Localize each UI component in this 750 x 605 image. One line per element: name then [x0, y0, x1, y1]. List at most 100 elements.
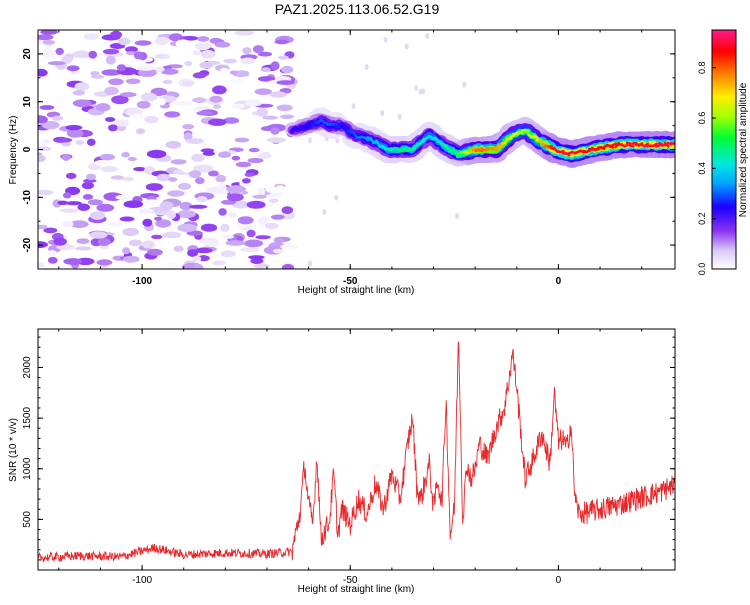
sparse-blob — [398, 114, 402, 120]
signal-ridge-segment — [633, 143, 636, 144]
noise-blob — [173, 246, 183, 252]
sparse-blob — [322, 209, 326, 215]
noise-blob — [230, 78, 244, 83]
noise-blob — [234, 30, 254, 35]
noise-blob — [40, 105, 55, 110]
noise-blob — [84, 33, 100, 40]
noise-blob — [129, 240, 143, 247]
noise-blob — [77, 238, 90, 244]
noise-blob — [201, 224, 217, 232]
snr-x-axis-label: Height of straight line (km) — [298, 584, 415, 595]
spectrogram-y-tick-label: 20 — [22, 48, 33, 60]
noise-blob — [52, 116, 63, 121]
colorbar-tick-label: 0.6 — [697, 112, 707, 125]
noise-blob — [63, 258, 82, 265]
noise-blob — [252, 195, 267, 199]
noise-blob — [108, 124, 118, 131]
noise-blob — [196, 111, 212, 116]
noise-blob — [48, 250, 57, 256]
noise-blob — [137, 101, 151, 109]
noise-blob — [60, 208, 78, 212]
noise-blob — [186, 138, 204, 144]
noise-blob — [282, 264, 294, 271]
noise-blob — [58, 138, 72, 143]
noise-blob — [255, 88, 272, 95]
noise-blob — [259, 152, 272, 159]
sparse-blob — [380, 110, 384, 116]
signal-ridge-segment — [624, 145, 627, 146]
spectrogram-y-tick-label: -10 — [22, 190, 33, 205]
noise-blob — [48, 61, 66, 65]
signal-ridge-segment — [613, 144, 616, 146]
noise-blob — [240, 247, 259, 252]
noise-blob — [82, 182, 94, 190]
noise-blob — [122, 228, 139, 236]
noise-blob — [271, 61, 280, 70]
noise-blob — [35, 69, 48, 77]
noise-blob — [220, 68, 229, 76]
snr-y-tick-label: 1500 — [22, 407, 33, 430]
noise-blob — [105, 117, 115, 122]
noise-blob — [177, 224, 197, 232]
sparse-blob — [414, 85, 418, 91]
noise-blob — [48, 257, 58, 264]
noise-blob — [63, 192, 71, 198]
noise-blob — [143, 199, 160, 204]
noise-blob — [244, 173, 254, 177]
noise-blob — [62, 221, 73, 228]
noise-blob — [247, 230, 256, 237]
noise-blob — [106, 56, 116, 65]
snr-y-tick-label: 500 — [22, 511, 33, 528]
noise-blob — [208, 119, 227, 126]
noise-blob — [271, 215, 285, 220]
signal-ridge-segment — [400, 150, 403, 151]
noise-blob — [218, 183, 226, 192]
noise-blob — [168, 177, 177, 182]
noise-blob — [184, 61, 192, 66]
noise-blob — [182, 124, 194, 129]
noise-blob — [144, 116, 159, 123]
noise-blob — [223, 235, 234, 239]
noise-blob — [231, 104, 245, 109]
noise-blob — [192, 97, 207, 102]
noise-blob — [277, 105, 293, 112]
noise-blob — [182, 81, 193, 86]
noise-blob — [193, 72, 207, 78]
sparse-blob — [308, 261, 312, 267]
noise-blob — [249, 148, 260, 152]
signal-ridge-segment — [511, 136, 514, 138]
noise-blob — [73, 90, 85, 96]
signal-ridge-segment — [656, 146, 659, 147]
noise-blob — [221, 250, 236, 257]
noise-blob — [87, 139, 96, 146]
noise-blob — [111, 175, 124, 179]
colorbar: 0.00.20.40.60.8 Normalized spectral ampl… — [697, 30, 749, 275]
noise-blob — [96, 103, 111, 111]
noise-blob — [195, 177, 205, 184]
noise-blob — [120, 217, 135, 222]
noise-blob — [126, 79, 141, 85]
noise-blob — [90, 71, 99, 76]
noise-blob — [269, 199, 279, 203]
noise-blob — [98, 238, 111, 246]
noise-blob — [265, 223, 279, 229]
snr-y-axis-label: SNR (10 * v/v) — [8, 418, 19, 482]
noise-blob — [178, 183, 191, 190]
signal-ridge-segment — [452, 150, 455, 151]
signal-ridge-segment — [662, 145, 665, 146]
colorbar-tick-label: 0.8 — [697, 61, 707, 74]
noise-blob — [163, 232, 182, 239]
noise-blob — [199, 62, 213, 69]
noise-blob — [89, 51, 98, 59]
snr-y-tick-label: 1000 — [22, 457, 33, 480]
spectrogram-x-tick-label: 0 — [556, 276, 562, 287]
signal-ridge-segment — [519, 132, 522, 133]
noise-blob — [242, 47, 251, 54]
noise-blob — [163, 80, 173, 85]
noise-blob — [36, 34, 54, 40]
noise-blob — [212, 85, 227, 94]
noise-blob — [215, 42, 231, 48]
noise-blob — [280, 115, 294, 120]
signal-ridge-segment — [627, 143, 630, 144]
noise-blob — [203, 151, 215, 156]
